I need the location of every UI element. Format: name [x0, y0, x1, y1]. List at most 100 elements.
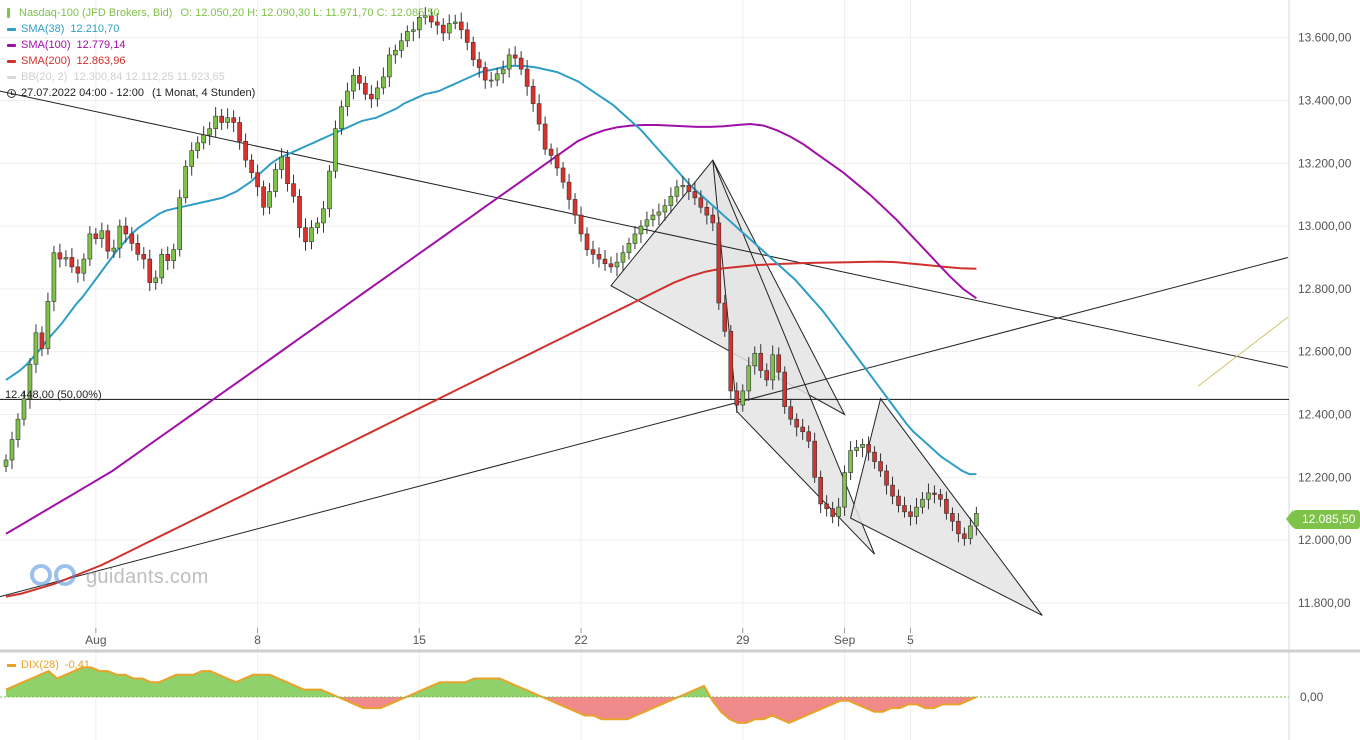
candle-body	[974, 513, 979, 527]
candle-body	[746, 365, 752, 392]
candle-body	[512, 54, 518, 59]
dix-negative-area	[6, 697, 977, 723]
candle-body	[81, 258, 87, 274]
legend-sma38-row[interactable]: SMA(38) 12.210,70	[7, 21, 440, 37]
guidants-logo-text: guidants.com	[86, 565, 209, 588]
candle-body	[710, 214, 716, 224]
dix-line	[5, 666, 977, 724]
candle-body	[812, 440, 817, 478]
candle-body	[734, 390, 740, 406]
candle-body	[482, 67, 488, 81]
candle-body	[273, 169, 278, 192]
legend-sma100-label: SMA(100)	[21, 39, 71, 51]
candle-body	[668, 195, 674, 206]
sma38-line	[5, 64, 977, 476]
candle-body	[638, 225, 644, 235]
candle-body	[351, 75, 356, 92]
candle-body	[285, 156, 290, 184]
candle-body	[500, 68, 506, 75]
candle-body	[758, 352, 764, 371]
candle-body	[704, 206, 710, 216]
candle-body	[405, 31, 410, 42]
candle-body	[189, 150, 194, 167]
legend-period-row: 27.07.2022 04:00 - 12:00 (1 Monat, 4 Stu…	[7, 85, 440, 101]
x-tick-label: 29	[736, 633, 750, 647]
candle-body	[644, 219, 650, 227]
candle-body	[446, 23, 452, 34]
candle-body	[626, 243, 632, 254]
candle-body	[243, 141, 248, 161]
candle-body	[411, 29, 416, 32]
candle-body	[584, 233, 590, 250]
legend-sma200-row[interactable]: SMA(200) 12.863,96	[7, 53, 440, 69]
candle-body	[303, 227, 308, 243]
candle-body	[842, 472, 847, 508]
candle-body	[830, 508, 835, 517]
x-tick-label: Sep	[834, 633, 856, 647]
candle-body	[542, 123, 548, 150]
candle-body	[806, 431, 811, 442]
bb-swatch-icon	[7, 75, 16, 79]
legend-bb-row[interactable]: BB(20, 2) 12.300,84 12.112,25 11.923,65	[7, 69, 440, 85]
y-tick-label: 12.200,00	[1298, 470, 1352, 484]
clock-icon	[7, 88, 16, 98]
legend-sma38-value: 12.210,70	[70, 23, 120, 35]
dix-zero-label: 0,00	[1300, 690, 1324, 704]
candle-body	[177, 197, 183, 250]
candle-body	[399, 40, 404, 51]
candle-body	[554, 155, 560, 169]
candle-body	[201, 134, 206, 144]
candle-body	[159, 254, 165, 279]
guidants-logo: guidants.com	[30, 563, 209, 591]
candle-body	[357, 75, 362, 84]
candle-body	[866, 444, 871, 453]
legend-sma100-row[interactable]: SMA(100) 12.779,14	[7, 37, 440, 53]
candle-body	[698, 197, 704, 208]
candle-body	[968, 525, 973, 539]
last-price-tag: 12.085,50	[1285, 510, 1360, 529]
candle-body	[530, 86, 536, 104]
y-tick-label: 12.600,00	[1298, 345, 1352, 359]
candle-body	[213, 115, 218, 130]
candle-body	[764, 370, 770, 381]
candle-body	[488, 79, 494, 82]
candle-body	[279, 156, 284, 170]
candle-body	[800, 426, 805, 433]
candle-body	[524, 68, 530, 87]
candle-body	[15, 418, 21, 440]
candle-body	[656, 211, 662, 216]
x-tick-label: Aug	[85, 633, 106, 647]
candle-body	[476, 59, 482, 68]
candle-body	[111, 247, 117, 252]
candle-body	[333, 128, 338, 172]
candle-body	[572, 199, 578, 216]
candle-body	[291, 183, 296, 197]
retracement-line-label: 12.448,00 (50,00%)	[5, 389, 102, 401]
candle-body	[105, 230, 111, 252]
candle-body	[417, 16, 422, 31]
y-tick-label: 13.200,00	[1298, 156, 1352, 170]
x-tick-label: 15	[413, 633, 427, 647]
candle-body	[560, 167, 566, 183]
y-tick-label: 12.800,00	[1298, 282, 1352, 296]
legend-ohlc: O: 12.050,20 H: 12.090,30 L: 11.971,70 C…	[180, 7, 440, 19]
candle-body	[33, 332, 39, 365]
candle-body	[381, 76, 386, 89]
candle-body	[255, 172, 260, 188]
candle-body	[728, 330, 734, 392]
legend-instrument-row: Nasdaq-100 (JFD Brokers, Bid) O: 12.050,…	[7, 5, 440, 21]
candle-body	[57, 252, 63, 260]
candle-body	[3, 459, 9, 467]
y-tick-label: 13.400,00	[1298, 93, 1352, 107]
dix-value: -0,41	[64, 659, 90, 671]
candle-body	[566, 181, 572, 200]
legend-sma100-value: 12.779,14	[76, 39, 126, 51]
candle-body	[680, 184, 686, 188]
candle-body	[153, 277, 159, 283]
trendline-yellow	[1197, 316, 1289, 387]
candle-body	[237, 122, 242, 142]
candle-body	[506, 54, 512, 70]
dix-legend[interactable]: DIX(28) -0,41	[7, 659, 90, 671]
candle-body	[662, 205, 668, 213]
